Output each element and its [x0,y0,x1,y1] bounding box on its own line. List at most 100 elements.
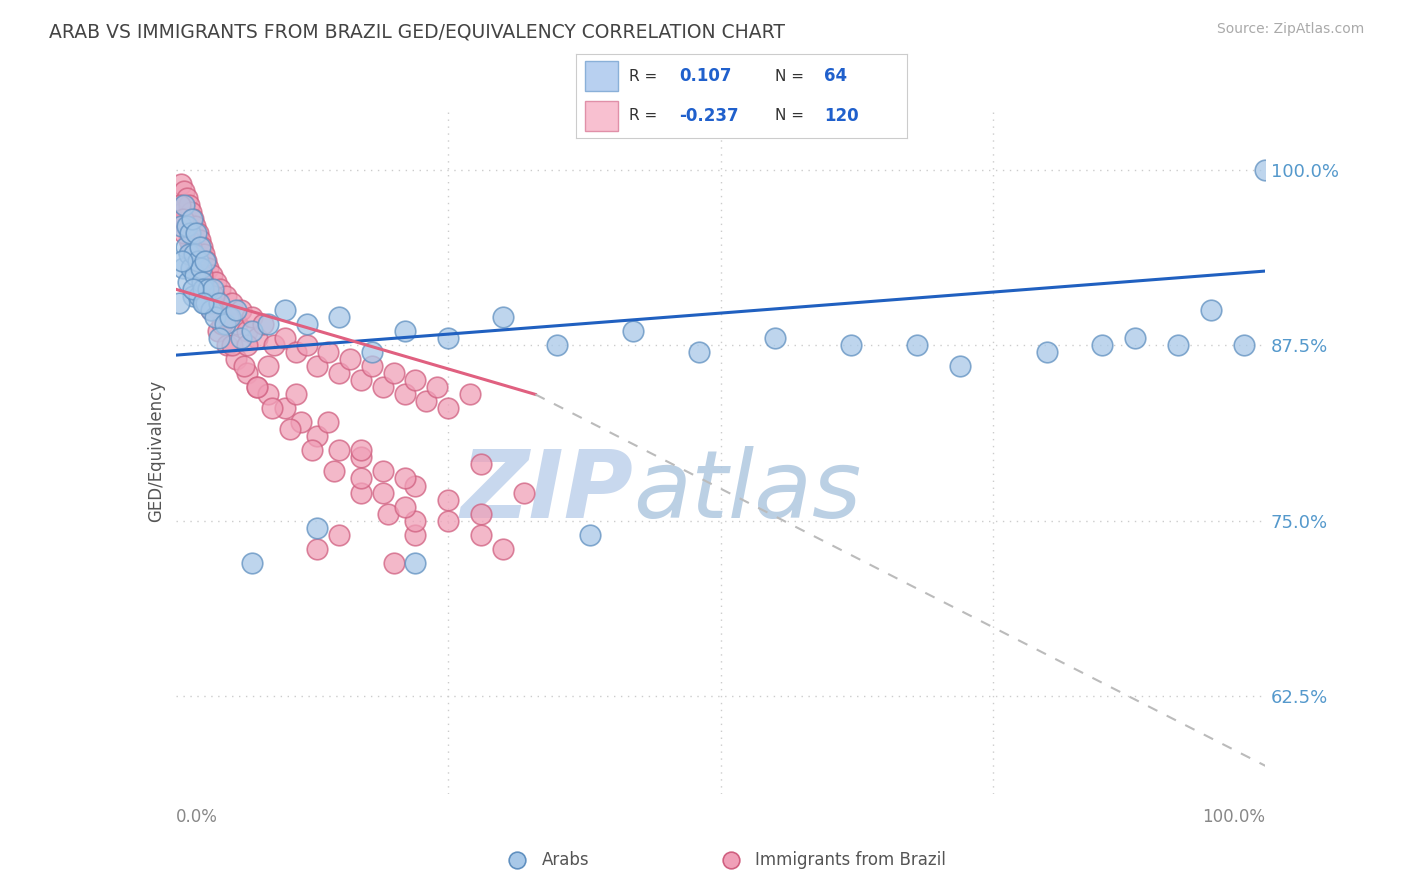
Point [215,338,238,352]
Point [394,387,416,401]
Point [458,387,481,401]
Point [492,541,515,556]
Point [177,233,200,247]
Point [350,471,373,485]
Point [218,310,240,325]
Point [394,324,416,338]
Point [328,310,350,325]
Point [201,268,224,283]
Point [173,184,195,198]
Text: 0.0%: 0.0% [176,807,218,826]
Point [470,507,492,521]
Point [360,359,382,374]
Text: Immigrants from Brazil: Immigrants from Brazil [755,851,946,869]
Point [263,338,285,352]
Point [382,556,405,570]
Point [231,331,253,345]
Point [225,318,247,332]
Point [257,387,280,401]
Point [405,478,427,492]
Point [405,556,427,570]
Point [1254,163,1277,178]
Point [328,367,350,381]
Point [177,198,200,212]
Point [207,303,229,318]
Point [328,443,350,458]
Point [177,247,200,261]
Point [949,359,972,374]
Point [415,394,437,409]
Point [274,303,297,318]
Point [219,310,242,325]
Point [221,338,243,352]
Point [382,367,405,381]
Point [200,303,222,318]
Point [188,233,211,247]
Point [426,380,449,394]
Point [191,296,214,310]
Point [202,296,225,310]
Point [177,219,200,234]
Point [307,359,329,374]
Point [181,289,204,303]
Point [184,219,207,234]
Point [198,289,221,303]
Point [190,261,212,276]
Point [841,338,863,352]
Point [169,198,191,212]
Point [170,177,193,191]
Point [207,324,229,338]
Point [240,324,263,338]
Point [377,507,399,521]
Text: 64: 64 [824,68,848,86]
Point [350,450,373,465]
Point [437,401,460,416]
Point [470,458,492,472]
Point [405,373,427,387]
Point [688,345,710,359]
Point [179,226,201,240]
Point [205,275,228,289]
Point [763,331,786,345]
Point [195,282,218,296]
Point [225,303,247,318]
Point [246,331,269,345]
Bar [585,62,617,91]
Text: R =: R = [630,69,658,84]
Point [513,485,536,500]
Point [191,268,214,283]
Point [167,296,190,310]
Point [194,254,217,268]
Point [307,429,329,443]
Text: ZIP: ZIP [461,446,633,538]
Point [197,282,219,296]
Point [301,443,323,458]
Text: N =: N = [775,69,804,84]
Point [167,198,190,212]
Point [437,331,460,345]
Point [284,345,307,359]
Point [235,324,257,338]
Point [181,282,204,296]
Point [295,338,318,352]
Point [191,275,214,289]
Point [195,296,218,310]
Point [371,380,394,394]
Point [209,282,232,296]
Point [257,318,280,332]
Point [235,338,257,352]
Text: atlas: atlas [633,446,862,537]
Point [172,254,194,268]
Point [176,191,198,205]
Point [1199,303,1222,318]
Point [180,261,202,276]
Point [1036,345,1059,359]
Point [174,219,197,234]
Point [181,247,204,261]
Point [394,500,416,514]
Point [307,520,329,534]
Point [246,380,269,394]
Point [184,254,207,268]
Point [339,352,361,367]
Point [350,443,373,458]
